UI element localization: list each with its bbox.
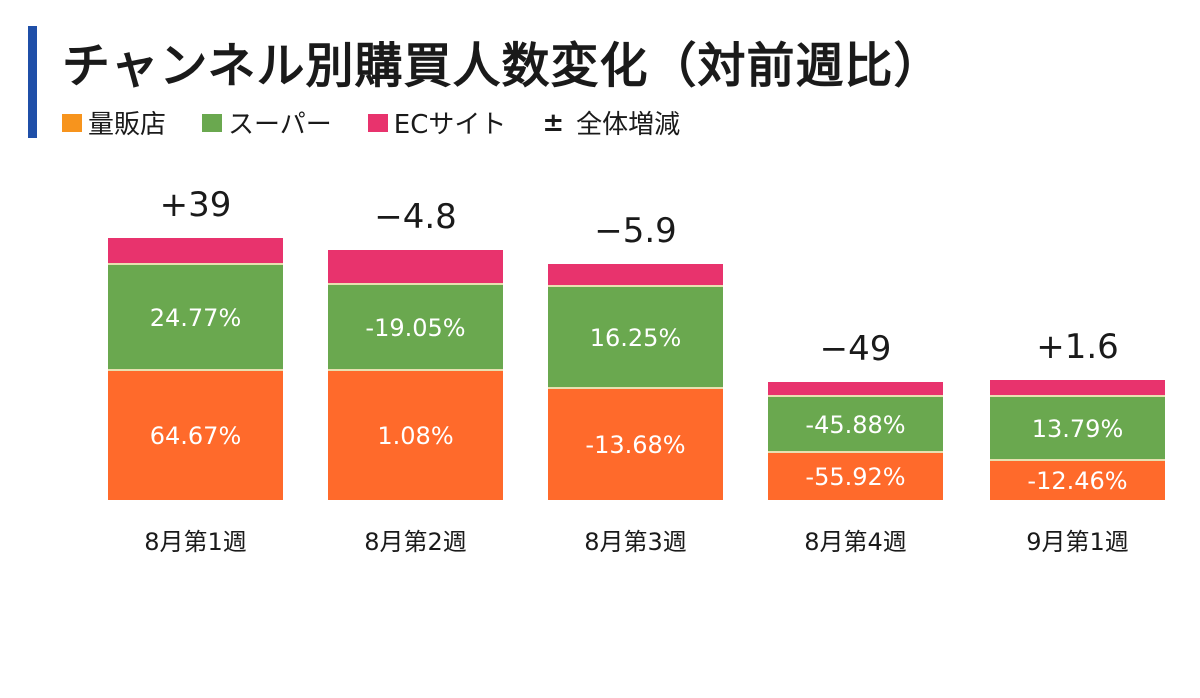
data-label-mass-retailer: 1.08%	[377, 422, 453, 450]
bar-segment-ec-site	[768, 382, 943, 396]
total-change-label: +1.6	[1036, 327, 1119, 367]
data-label-supermarket: -19.05%	[365, 314, 465, 342]
bar-segment-supermarket	[108, 264, 283, 370]
x-tick-label: 8月第3週	[584, 528, 687, 556]
bar-segment-mass-retailer	[768, 452, 943, 500]
bar-segment-ec-site	[328, 250, 503, 284]
bar-segment-ec-site	[990, 380, 1165, 396]
bar-segment-mass-retailer	[108, 370, 283, 500]
legend-label-mass-retailer: 量販店	[88, 110, 167, 140]
legend-swatch-ec-site	[367, 113, 388, 132]
stacked-bar-chart: 24.77% 64.67% +39 8月第1週 -19.05% 1.08% −4.8 8月第2…	[108, 185, 1165, 556]
data-label-mass-retailer: -55.92%	[805, 463, 905, 491]
bar-segment-supermarket	[548, 286, 723, 388]
data-label-supermarket: 16.25%	[590, 324, 682, 352]
data-label-supermarket: -45.88%	[805, 411, 905, 439]
legend-item-mass-retailer: 量販店	[62, 104, 166, 141]
x-tick-label: 9月第1週	[1026, 528, 1129, 556]
legend-item-total-change: ± 全体増減	[542, 104, 680, 141]
legend-total-symbol: ±	[542, 107, 565, 138]
legend-item-supermarket: スーパー	[202, 104, 332, 141]
x-tick-label: 8月第4週	[804, 528, 907, 556]
data-label-mass-retailer: -12.46%	[1027, 467, 1127, 495]
data-label-mass-retailer: -13.68%	[585, 431, 685, 459]
bar-segment-ec-site	[108, 238, 283, 264]
bar-segment-mass-retailer	[328, 370, 503, 500]
total-change-label: −5.9	[594, 211, 677, 251]
x-tick-label: 8月第1週	[144, 528, 247, 556]
bar-segment-supermarket	[328, 284, 503, 370]
chart-title: チャンネル別購買人数変化（対前週比）	[62, 38, 943, 94]
bar-segment-mass-retailer	[548, 388, 723, 500]
title-accent-bar	[28, 26, 37, 138]
legend-swatch-supermarket	[202, 113, 223, 132]
legend-item-ec-site: ECサイト	[367, 104, 507, 141]
legend-swatch-mass-retailer	[62, 113, 82, 132]
legend: 量販店 スーパー ECサイト ± 全体増減	[62, 104, 716, 141]
legend-label-ec-site: ECサイト	[393, 110, 507, 140]
data-label-supermarket: 24.77%	[150, 304, 242, 332]
legend-label-supermarket: スーパー	[228, 110, 332, 140]
total-change-label: −49	[820, 329, 892, 369]
x-tick-label: 8月第2週	[364, 528, 467, 556]
bar-segment-supermarket	[990, 396, 1165, 460]
bar-segment-mass-retailer	[990, 460, 1165, 500]
legend-label-total-change: 全体増減	[576, 110, 681, 140]
total-change-label: −4.8	[374, 197, 457, 237]
bar-segment-supermarket	[768, 396, 943, 452]
data-label-supermarket: 13.79%	[1032, 415, 1124, 443]
data-label-mass-retailer: 64.67%	[150, 422, 242, 450]
total-change-label: +39	[160, 185, 232, 225]
bar-segment-ec-site	[548, 264, 723, 286]
